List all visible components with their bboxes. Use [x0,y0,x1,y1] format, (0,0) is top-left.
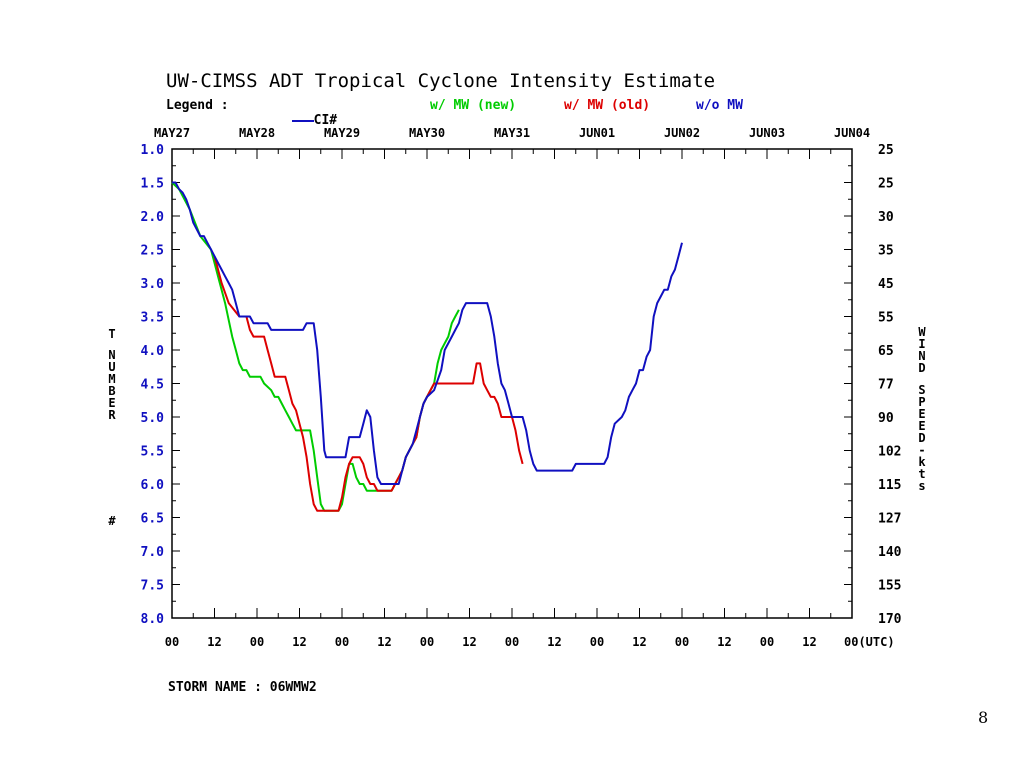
y-axis-label-char: E [108,396,115,410]
series-line-w-o-mw [172,181,683,485]
x-hour-label: 00 [760,635,774,649]
y2-axis-label-char: P [918,395,925,409]
y-tick-label-left: 5.5 [141,445,164,460]
legend-entry-ci: CI# [276,98,337,128]
x-hour-label: 00 [675,635,689,649]
y-tick-label-right: 115 [878,478,901,493]
x-date-label: JUN04 [834,126,870,140]
legend-entry-ci-text: CI# [313,113,338,128]
y-axis-label-char: B [108,384,115,398]
y2-axis-label-char: k [918,455,926,469]
x-date-label: JUN02 [664,126,700,140]
y-axis-label-char: N [108,348,115,362]
y2-axis-label-char: E [918,407,925,421]
legend-label: Legend : [166,98,229,113]
y-tick-label-left: 5.0 [141,411,165,426]
y-tick-label-left: 4.5 [141,378,164,393]
y-tick-label-left: 7.0 [141,545,165,560]
y-tick-label-right: 77 [878,378,894,393]
y-tick-label-left: 2.0 [141,210,165,225]
y-tick-label-left: 3.0 [141,277,165,292]
series-line-w-mw-new- [171,181,460,512]
y-tick-label-right: 65 [878,344,894,359]
y-tick-label-right: 30 [878,210,894,225]
y-tick-label-left: 7.5 [141,579,164,594]
y-tick-label-left: 1.0 [141,143,165,158]
y2-axis-label-char: - [918,443,925,457]
y-tick-label-right: 25 [878,143,894,158]
y-tick-label-right: 155 [878,579,901,594]
storm-name: STORM NAME : 06WMW2 [168,680,317,695]
y-tick-label-right: 170 [878,612,902,627]
x-hour-label: 00 [335,635,349,649]
y-tick-label-left: 8.0 [141,612,165,627]
y-tick-label-left: 4.0 [141,344,165,359]
legend-entry-no-mw: w/o MW [696,98,743,113]
x-hour-label: 12 [292,635,306,649]
page-number: 8 [978,708,989,727]
y2-axis-label-char: D [918,361,925,375]
y-tick-label-right: 90 [878,411,894,426]
x-date-label: JUN03 [749,126,785,140]
series-line-w-mw-old- [213,255,524,512]
x-hour-label: 00 [420,635,434,649]
y2-axis-label-char: s [918,479,925,493]
legend-entry-mw-old: w/ MW (old) [564,98,651,113]
x-hour-label: 00 [505,635,519,649]
chart-title: UW-CIMSS ADT Tropical Cyclone Intensity … [166,70,716,92]
y2-axis-label-char: S [918,383,925,397]
y2-axis-label-char: E [918,419,925,433]
x-date-label: MAY29 [324,126,360,140]
x-hour-label: 12 [207,635,221,649]
y2-axis-label-char: N [918,349,925,363]
y-tick-label-right: 140 [878,545,902,560]
y-tick-label-right: 45 [878,277,894,292]
x-hour-label: 00 [590,635,604,649]
x-hour-label: 12 [632,635,646,649]
y-tick-label-right: 25 [878,177,894,192]
legend-entry-mw-new: w/ MW (new) [430,98,517,113]
x-hour-label: 00 [250,635,264,649]
y-tick-label-left: 6.0 [141,478,165,493]
x-date-label: JUN01 [579,126,615,140]
y-axis-label-char: U [108,360,115,374]
y2-axis-label-char: W [918,325,926,339]
y2-axis-label-char: I [918,337,925,351]
y-axis-label-char: M [108,372,115,386]
y-tick-label-left: 2.5 [141,244,164,259]
x-hour-label: 12 [802,635,816,649]
y2-axis-label-char: t [918,467,925,481]
y-tick-label-right: 55 [878,311,894,326]
y-tick-label-right: 102 [878,445,901,460]
x-hour-label: 00 [165,635,179,649]
x-hour-label: 12 [377,635,391,649]
x-hour-label: 12 [717,635,731,649]
y-axis-label-char: # [108,514,116,528]
x-date-label: MAY27 [154,126,190,140]
x-date-label: MAY31 [494,126,530,140]
y-axis-label-char: R [108,408,116,422]
x-date-label: MAY28 [239,126,275,140]
y-tick-label-left: 1.5 [141,177,164,192]
y-tick-label-left: 3.5 [141,311,164,326]
y-tick-label-left: 6.5 [141,512,164,527]
x-hour-label: 12 [462,635,476,649]
y2-axis-label-char: D [918,431,925,445]
plot-frame [171,148,853,619]
y-tick-label-right: 127 [878,512,901,527]
legend-line-icon [291,119,314,122]
x-hour-label: 00(UTC) [844,635,895,649]
y-axis-label-char: T [108,327,115,341]
x-hour-label: 12 [547,635,561,649]
y-tick-label-right: 35 [878,244,894,259]
x-date-label: MAY30 [409,126,445,140]
